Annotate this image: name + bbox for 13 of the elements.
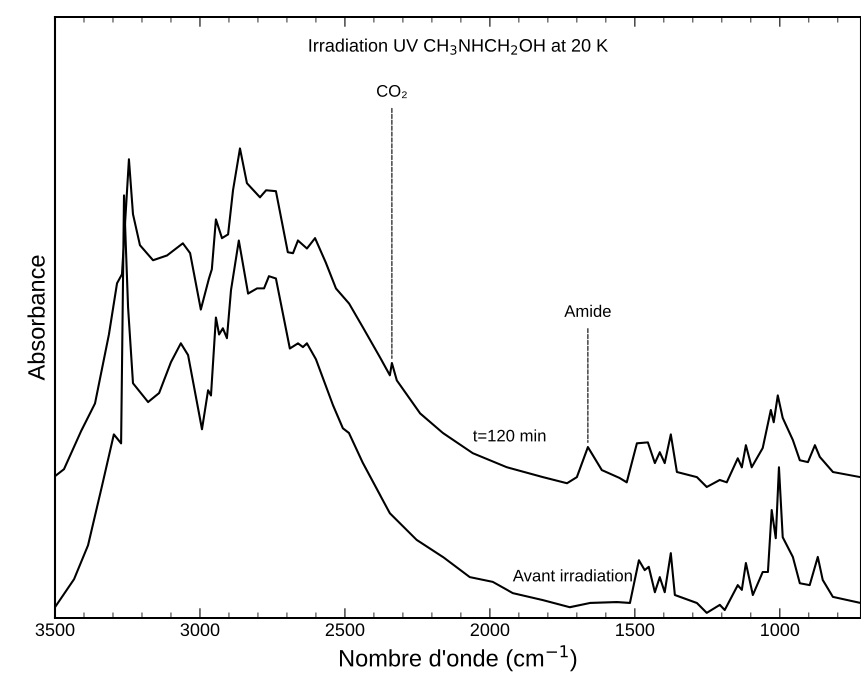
x-tick-label: 1000	[761, 623, 800, 636]
x-tick-label: 3000	[180, 623, 220, 636]
x-tick-label: 1500	[616, 623, 654, 636]
annotation: Amide	[564, 304, 611, 318]
x-tick-label: 3500	[36, 623, 74, 636]
series-label: Avant irradiation	[512, 569, 632, 582]
x-tick-label: 2500	[326, 623, 364, 636]
series-label: t=120 min	[473, 429, 546, 442]
x-axis-title: Nombre d'onde (cm$^{−1}$)	[340, 645, 576, 672]
y-axis-title: Absorbance	[27, 256, 45, 380]
x-tick-label: 2000	[470, 623, 510, 636]
chart-title: Irradiation UV CH$_{3}$NHCH$_{2}$OH at 20 K	[309, 38, 608, 55]
annotation: CO₂	[377, 85, 407, 98]
